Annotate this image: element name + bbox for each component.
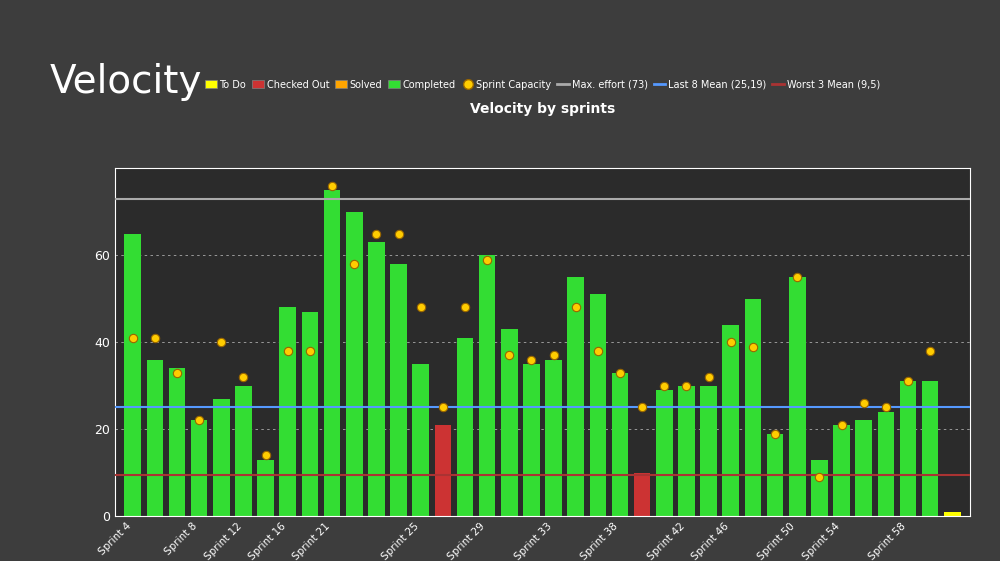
Bar	[479, 255, 495, 516]
Bar	[412, 364, 429, 516]
Bar	[745, 298, 761, 516]
Bar	[590, 295, 606, 516]
Bar	[390, 264, 407, 516]
Bar	[656, 390, 673, 516]
Bar	[324, 190, 340, 516]
Bar	[767, 434, 783, 516]
Bar	[567, 277, 584, 516]
Bar	[855, 421, 872, 516]
Bar	[523, 364, 540, 516]
Bar	[678, 386, 695, 516]
Bar	[302, 312, 318, 516]
Legend: To Do, Checked Out, Solved, Completed, Sprint Capacity, Max. effort (73), Last 8: To Do, Checked Out, Solved, Completed, S…	[201, 76, 884, 94]
Bar	[257, 459, 274, 516]
Bar	[922, 381, 938, 516]
Bar	[191, 421, 207, 516]
Title: Velocity by sprints: Velocity by sprints	[470, 102, 615, 116]
Bar	[279, 307, 296, 516]
Bar	[545, 360, 562, 516]
Bar	[789, 277, 806, 516]
Bar	[346, 211, 363, 516]
Bar	[169, 368, 185, 516]
Bar	[878, 412, 894, 516]
Bar	[811, 459, 828, 516]
Bar	[833, 425, 850, 516]
Bar	[900, 381, 916, 516]
Bar	[368, 242, 385, 516]
Bar	[213, 399, 230, 516]
Bar	[147, 360, 163, 516]
Bar	[501, 329, 518, 516]
Bar	[124, 233, 141, 516]
Text: Velocity: Velocity	[50, 63, 202, 101]
Bar	[435, 425, 451, 516]
Bar	[944, 512, 961, 516]
Bar	[700, 386, 717, 516]
Bar	[634, 472, 650, 516]
Bar	[235, 386, 252, 516]
Bar	[612, 373, 628, 516]
Bar	[457, 338, 473, 516]
Bar	[722, 325, 739, 516]
